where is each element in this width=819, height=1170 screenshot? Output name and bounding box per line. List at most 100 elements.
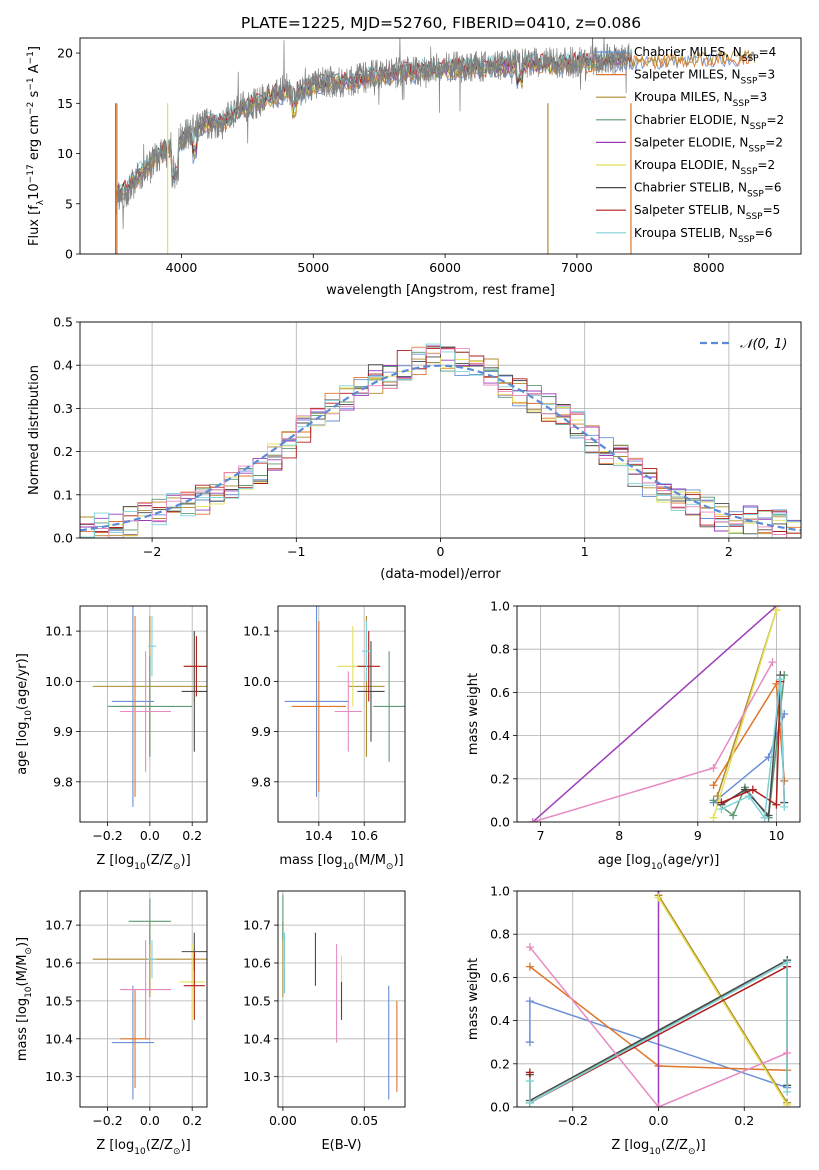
weight-marker xyxy=(780,802,789,811)
label-part: (age/yr)] xyxy=(662,853,719,868)
x-axis-label: Z [log10(Z/Z⊙)] xyxy=(96,853,190,872)
label-part: 10 xyxy=(343,862,355,872)
weight-marker xyxy=(709,781,718,790)
y-tick-label: 10.3 xyxy=(243,1069,271,1084)
legend-label: Chabrier STELIB, NSSP=6 xyxy=(634,181,782,200)
histogram-9 xyxy=(80,343,801,538)
label-part: ⊙ xyxy=(386,862,394,872)
panel-age-vs-z: −0.2 0.0 0.2 9.8 9.9 10.0 10.1 xyxy=(45,605,208,843)
label-part: )] xyxy=(15,937,30,947)
y-tick-label: 10.4 xyxy=(45,1031,73,1046)
label-part: (M/M xyxy=(354,853,386,868)
y-axis-label: mass [log10(M/M⊙)] xyxy=(15,937,34,1061)
y-tick-label: 0.0 xyxy=(490,1100,510,1115)
y-axis-label: age [log10(age/yr)] xyxy=(15,653,34,775)
legend-label: Salpeter STELIB, NSSP=5 xyxy=(634,203,780,222)
panel-mass-vs-z: −0.2 0.0 0.2 10.3 10.4 10.5 10.6 10.7 xyxy=(45,890,208,1128)
label-part: Kroupa STELIB, N xyxy=(634,226,738,240)
weight-marker xyxy=(744,792,753,801)
weight-marker xyxy=(768,658,777,667)
weight-marker xyxy=(709,813,718,822)
weight-marker xyxy=(525,943,534,952)
label-part: −1 xyxy=(26,77,36,90)
gaussian-curve xyxy=(80,364,801,532)
weight-marker xyxy=(525,1068,534,1077)
x-tick-label: 8000 xyxy=(693,260,725,275)
weight-line-8 xyxy=(721,681,782,807)
x-tick-label: −0.2 xyxy=(558,1113,588,1128)
axes-frame xyxy=(277,605,406,823)
y-tick-label: 0.6 xyxy=(490,685,510,700)
label-part: )] xyxy=(181,1138,191,1153)
x-tick-label: 10 xyxy=(768,828,784,843)
weight-line-9 xyxy=(529,961,788,1104)
label-part: SSP xyxy=(741,167,758,177)
y-tick-label: 0.0 xyxy=(490,815,510,830)
y-tick-label: 10.5 xyxy=(243,993,271,1008)
x-tick-label: 8 xyxy=(615,828,623,843)
weight-marker xyxy=(776,675,785,684)
axes-frame xyxy=(79,890,208,1108)
label-part: 10 xyxy=(134,1147,146,1157)
label-part: =3 xyxy=(750,90,768,104)
label-part: Z [log xyxy=(611,1138,649,1153)
y-tick-label: 9.9 xyxy=(53,724,73,739)
x-tick-label: 7 xyxy=(537,828,545,843)
x-tick-label: 0.00 xyxy=(269,1113,297,1128)
label-part: −17 xyxy=(26,164,36,183)
label-part: Flux [f xyxy=(27,205,42,246)
label-part: Z [log xyxy=(96,853,134,868)
label-part: Salpeter MILES, N xyxy=(634,68,741,82)
y-tick-label: 0.3 xyxy=(53,401,73,416)
x-axis-label: E(B-V) xyxy=(321,1138,361,1153)
label-part: ⊙ xyxy=(173,862,181,872)
panel-spectrum: 4000 5000 6000 7000 8000 0 5 10 15 20 xyxy=(57,37,802,275)
plot-area xyxy=(80,343,801,538)
weight-marker xyxy=(709,764,718,772)
x-tick-label: −1 xyxy=(287,544,305,559)
label-part: )] xyxy=(181,853,191,868)
plot-area xyxy=(525,891,792,1107)
label-part: mass [log xyxy=(15,998,30,1061)
weight-marker xyxy=(525,997,534,1006)
plot-area xyxy=(284,606,405,797)
y-tick-label: 5 xyxy=(65,196,73,211)
label-part: =5 xyxy=(763,203,781,217)
y-axis-label: mass weight xyxy=(466,673,481,755)
label-part: age [log xyxy=(15,722,30,775)
label-part: SSP xyxy=(742,54,759,64)
label-part: Salpeter ELODIE, N xyxy=(634,135,748,149)
y-axis-label: Flux [fλ10−17 erg cm−2 s−1 A−1] xyxy=(26,46,46,246)
x-tick-label: 0.05 xyxy=(350,1113,378,1128)
weight-marker xyxy=(525,1038,534,1047)
weight-marker xyxy=(772,606,781,615)
y-axis-label: mass weight xyxy=(466,958,481,1040)
data-spectrum xyxy=(115,38,633,229)
weight-marker xyxy=(729,811,738,820)
label-part: (Z/Z xyxy=(146,853,173,868)
plot-area xyxy=(92,898,207,1100)
x-tick-label: 6000 xyxy=(429,260,461,275)
weight-marker xyxy=(760,813,769,822)
x-tick-label: 0.0 xyxy=(140,1113,160,1128)
x-tick-label: 0.2 xyxy=(182,828,202,843)
x-tick-label: −0.2 xyxy=(92,1113,122,1128)
axes-frame xyxy=(79,37,802,255)
weight-marker xyxy=(525,1077,534,1086)
label-part: SSP xyxy=(746,212,763,222)
axes-frame xyxy=(277,890,406,1108)
label-part: s xyxy=(27,90,42,101)
x-axis-label: age [log10(age/yr)] xyxy=(598,853,720,872)
x-axis-label: wavelength [Angstrom, rest frame] xyxy=(326,283,555,298)
weight-marker xyxy=(525,1098,534,1107)
x-tick-label: 0.0 xyxy=(649,1113,669,1128)
y-tick-label: 10.7 xyxy=(45,918,73,933)
plot-area xyxy=(114,38,756,254)
weight-line-3 xyxy=(657,894,788,1104)
weight-marker xyxy=(528,818,537,822)
axes-frame xyxy=(516,890,801,1108)
label-part: (Z/Z xyxy=(146,1138,173,1153)
legend-label: Chabrier ELODIE, NSSP=2 xyxy=(634,113,784,132)
x-tick-label: 1 xyxy=(581,544,589,559)
